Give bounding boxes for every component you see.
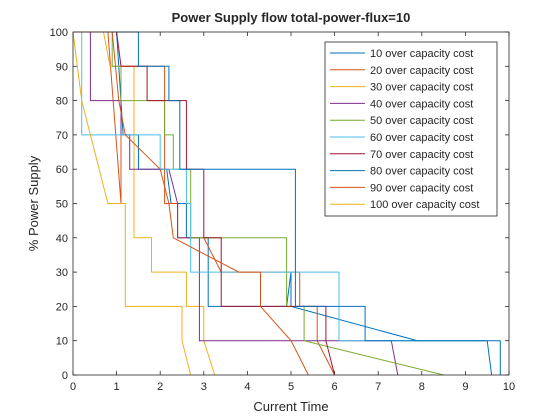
y-tick-label: 0 (62, 370, 68, 382)
y-tick-label: 100 (50, 27, 68, 39)
x-axis-label: Current Time (253, 399, 328, 414)
y-axis-label: % Power Supply (26, 155, 41, 251)
x-tick-label: 10 (503, 381, 515, 393)
legend-entry-label: 30 over capacity cost (370, 82, 473, 94)
legend-entry-label: 40 over capacity cost (370, 98, 473, 110)
series-line-6 (73, 31, 483, 342)
series-lines (72, 31, 501, 376)
legend-entry-label: 70 over capacity cost (370, 149, 473, 161)
x-tick-label: 6 (332, 381, 338, 393)
legend-entry-label: 100 over capacity cost (370, 199, 479, 211)
x-tick-label: 9 (462, 381, 468, 393)
y-tick-label: 30 (56, 267, 68, 279)
series-line-10 (72, 31, 192, 376)
x-tick-label: 3 (201, 381, 207, 393)
x-tick-label: 1 (114, 381, 120, 393)
y-tick-label: 90 (56, 61, 68, 73)
x-tick-label: 7 (375, 381, 381, 393)
legend-entry-label: 10 over capacity cost (370, 48, 473, 60)
y-tick-label: 20 (56, 301, 68, 313)
axes-box (72, 31, 510, 376)
x-tick-label: 8 (419, 381, 425, 393)
series-line-8 (73, 31, 501, 375)
legend-entry-label: 20 over capacity cost (370, 65, 473, 77)
x-tick-label: 2 (157, 381, 163, 393)
series-line-4 (73, 31, 399, 376)
x-tick-label: 4 (244, 381, 250, 393)
y-tick-label: 70 (56, 130, 68, 142)
y-tick-label: 80 (56, 96, 68, 108)
x-tick-label: 5 (288, 381, 294, 393)
legend-entry-label: 60 over capacity cost (370, 132, 473, 144)
chart-title: Power Supply flow total-power-flux=10 (172, 10, 411, 25)
y-tick-label: 50 (56, 199, 68, 211)
series-line-3 (73, 31, 216, 376)
legend-entry-label: 90 over capacity cost (370, 182, 473, 194)
x-tick-label: 0 (70, 381, 76, 393)
y-tick-label: 40 (56, 233, 68, 245)
y-tick-label: 10 (56, 336, 68, 348)
series-line-9 (73, 31, 309, 376)
legend-entry-label: 50 over capacity cost (370, 115, 473, 127)
legend: 10 over capacity cost 20 over capacity co… (324, 41, 498, 217)
legend-entry-label: 80 over capacity cost (370, 166, 473, 178)
y-tick-label: 60 (56, 164, 68, 176)
